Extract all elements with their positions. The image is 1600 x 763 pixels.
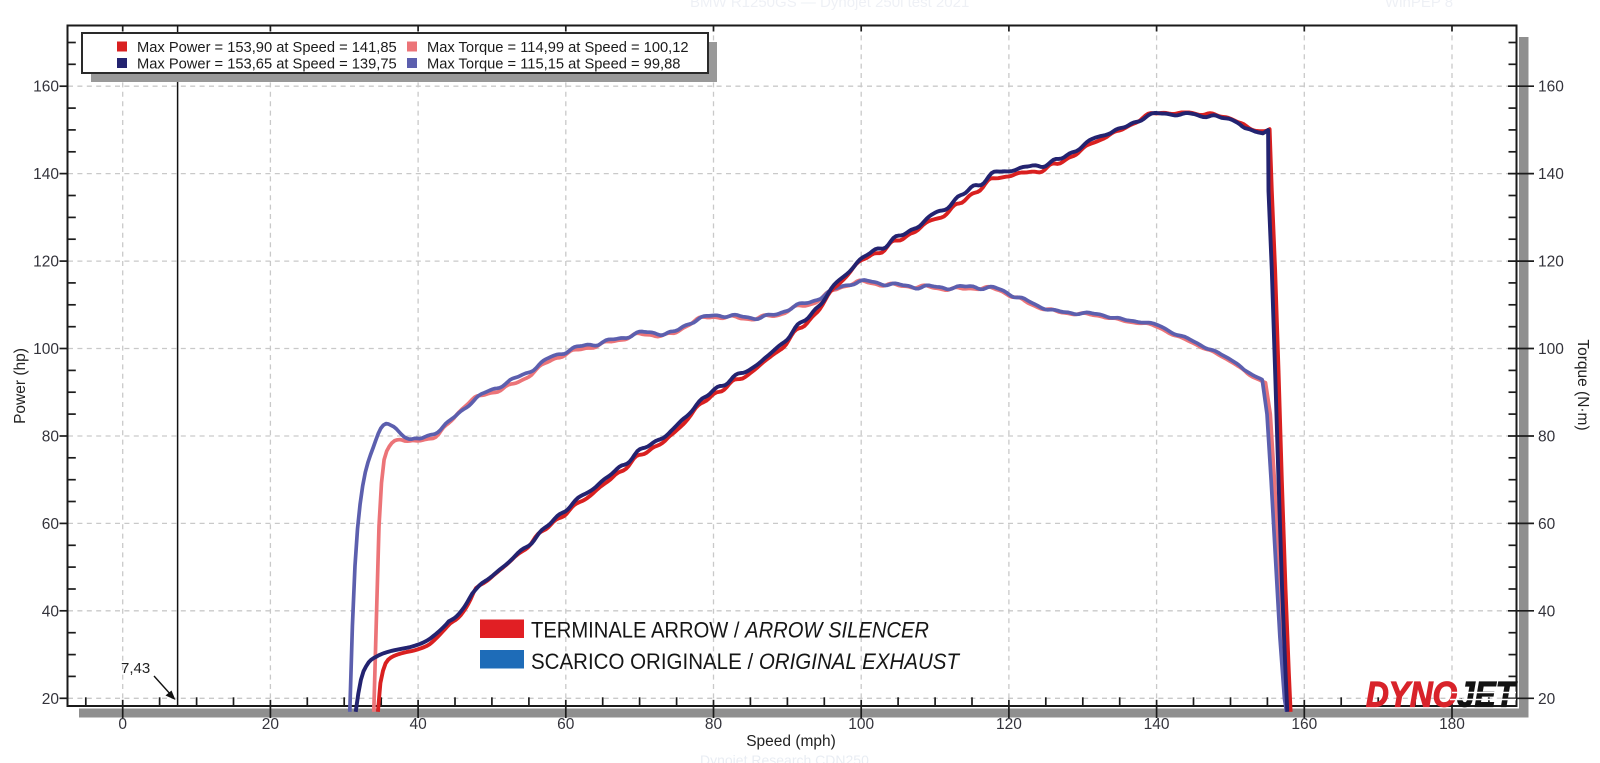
svg-text:120: 120 xyxy=(1538,254,1564,271)
svg-text:20: 20 xyxy=(1538,691,1556,708)
svg-text:60: 60 xyxy=(42,516,60,533)
svg-text:160: 160 xyxy=(1291,716,1317,733)
svg-text:180: 180 xyxy=(1439,716,1465,733)
svg-text:60: 60 xyxy=(557,716,575,733)
svg-text:Power (hp): Power (hp) xyxy=(12,348,29,424)
svg-text:40: 40 xyxy=(42,603,60,620)
svg-text:Dynojet Research CDN250: Dynojet Research CDN250 xyxy=(700,752,869,763)
svg-text:Max Power = 153,65 at Speed =: Max Power = 153,65 at Speed = 139,75 xyxy=(137,57,397,73)
svg-text:20: 20 xyxy=(42,691,60,708)
svg-text:Speed (mph): Speed (mph) xyxy=(746,733,836,750)
svg-text:0: 0 xyxy=(118,716,127,733)
svg-text:Max Power = 153,90 at Speed =: Max Power = 153,90 at Speed = 141,85 xyxy=(137,40,397,56)
svg-text:Max Torque = 115,15 at Speed =: Max Torque = 115,15 at Speed = 99,88 xyxy=(427,57,680,73)
svg-text:120: 120 xyxy=(33,254,59,271)
svg-text:140: 140 xyxy=(1538,166,1564,183)
svg-text:140: 140 xyxy=(33,166,59,183)
svg-text:7,43: 7,43 xyxy=(121,660,150,677)
svg-text:80: 80 xyxy=(705,716,723,733)
svg-text:100: 100 xyxy=(1538,341,1564,358)
svg-text:Max Torque = 114,99 at Speed =: Max Torque = 114,99 at Speed = 100,12 xyxy=(427,40,689,56)
svg-text:140: 140 xyxy=(1144,716,1170,733)
svg-text:160: 160 xyxy=(1538,79,1564,96)
svg-text:BMW R1250GS — Dynojet 250i tes: BMW R1250GS — Dynojet 250i test 2021 xyxy=(690,0,969,11)
svg-text:100: 100 xyxy=(33,341,59,358)
svg-text:40: 40 xyxy=(1538,603,1556,620)
svg-text:40: 40 xyxy=(409,716,427,733)
svg-text:20: 20 xyxy=(262,716,280,733)
svg-text:120: 120 xyxy=(996,716,1022,733)
svg-text:80: 80 xyxy=(42,429,60,446)
svg-text:60: 60 xyxy=(1538,516,1556,533)
svg-text:SCARICO ORIGINALE / ORIGINAL E: SCARICO ORIGINALE / ORIGINAL EXHAUST xyxy=(531,649,961,674)
svg-text:100: 100 xyxy=(848,716,874,733)
svg-text:WinPEP 8: WinPEP 8 xyxy=(1385,0,1453,11)
svg-text:Torque (N·m): Torque (N·m) xyxy=(1574,339,1591,430)
svg-text:DYNOJET: DYNOJET xyxy=(1366,676,1517,715)
svg-text:80: 80 xyxy=(1538,429,1556,446)
svg-text:TERMINALE ARROW / ARROW SILENC: TERMINALE ARROW / ARROW SILENCER xyxy=(531,618,929,643)
svg-text:160: 160 xyxy=(33,79,59,96)
